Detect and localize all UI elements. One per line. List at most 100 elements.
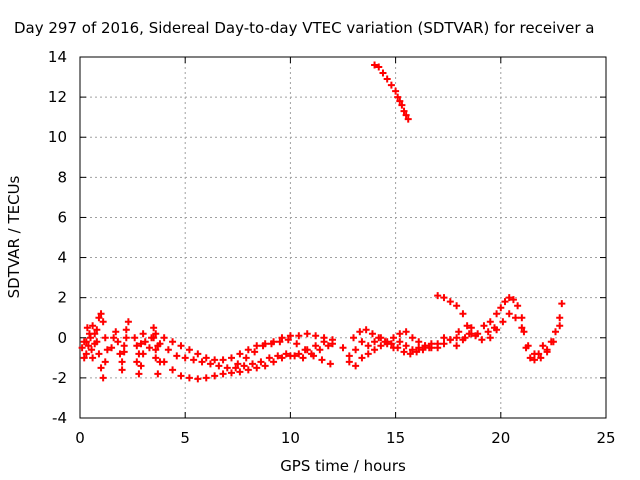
data-point [259, 342, 267, 350]
data-points [78, 61, 566, 383]
data-point [190, 356, 198, 364]
data-point [194, 350, 202, 358]
data-point [345, 358, 353, 366]
data-point [240, 362, 248, 370]
data-point [227, 354, 235, 362]
data-point [537, 354, 545, 362]
data-point [543, 348, 551, 356]
x-tick-label: 25 [596, 429, 615, 447]
data-point [211, 372, 219, 380]
data-point [398, 101, 406, 109]
data-point [257, 358, 265, 366]
data-point [358, 354, 366, 362]
data-point [116, 350, 124, 358]
data-point [434, 340, 442, 348]
data-point [392, 87, 400, 95]
data-point [394, 93, 402, 101]
x-axis-label: GPS time / hours [280, 457, 406, 475]
data-point [453, 334, 461, 342]
data-point [101, 358, 109, 366]
data-point [310, 352, 318, 360]
data-point [415, 338, 423, 346]
data-point [312, 342, 320, 350]
series-low-arc [152, 336, 336, 383]
data-point [413, 348, 421, 356]
data-point [440, 294, 448, 302]
y-tick-label: 8 [57, 168, 67, 186]
series-late-blob [455, 294, 566, 364]
data-point [145, 344, 153, 352]
data-point [234, 360, 242, 368]
data-point [415, 344, 423, 352]
data-point [320, 334, 328, 342]
data-point [421, 342, 429, 350]
data-point [295, 332, 303, 340]
data-point [493, 310, 501, 318]
data-point [371, 346, 379, 354]
data-point [118, 366, 126, 374]
data-point [356, 328, 364, 336]
data-point [242, 354, 250, 362]
data-point [270, 358, 278, 366]
data-point [406, 350, 414, 358]
data-point [194, 375, 202, 383]
data-point [181, 354, 189, 362]
data-point [137, 362, 145, 370]
data-point [253, 364, 261, 372]
data-point [440, 334, 448, 342]
data-point [352, 362, 360, 370]
y-tick-label: -4 [52, 409, 67, 427]
data-point [169, 366, 177, 374]
data-point [526, 354, 534, 362]
data-point [185, 374, 193, 382]
x-tick-label: 10 [281, 429, 300, 447]
data-point [244, 346, 252, 354]
data-point [345, 352, 353, 360]
data-point [400, 107, 408, 115]
y-tick-label: 0 [57, 329, 67, 347]
y-tick-label: 6 [57, 208, 67, 226]
series-late-arc [434, 292, 475, 338]
data-point [152, 330, 160, 338]
data-point [135, 370, 143, 378]
data-point [88, 346, 96, 354]
data-point [402, 328, 410, 336]
data-point [103, 346, 111, 354]
data-point [150, 334, 158, 342]
data-point [282, 350, 290, 358]
data-point [95, 314, 103, 322]
x-tick-label: 0 [75, 429, 85, 447]
data-point [108, 344, 116, 352]
data-point [396, 97, 404, 105]
data-point [303, 330, 311, 338]
data-point [215, 362, 223, 370]
series-early-blob-3 [131, 330, 149, 378]
data-point [80, 354, 88, 362]
data-point [461, 334, 469, 342]
data-point [236, 368, 244, 376]
data-point [352, 346, 360, 354]
data-point [350, 334, 358, 342]
data-point [539, 342, 547, 350]
x-tick-label: 5 [180, 429, 190, 447]
data-point [78, 344, 86, 352]
data-point [236, 350, 244, 358]
data-point [389, 334, 397, 342]
data-point [318, 356, 326, 364]
data-point [364, 350, 372, 358]
data-point [505, 294, 513, 302]
data-point [371, 338, 379, 346]
data-point [425, 344, 433, 352]
data-point [463, 322, 471, 330]
series-early-blob-1 [78, 310, 111, 382]
series-upper-band [160, 330, 336, 364]
data-point [467, 324, 475, 332]
data-point [89, 354, 97, 362]
data-point [379, 69, 387, 77]
data-point [95, 350, 103, 358]
data-point [505, 310, 513, 318]
data-point [383, 75, 391, 83]
data-point [139, 330, 147, 338]
series-evening-band-2 [345, 328, 461, 370]
y-tick-label: 14 [48, 48, 67, 66]
